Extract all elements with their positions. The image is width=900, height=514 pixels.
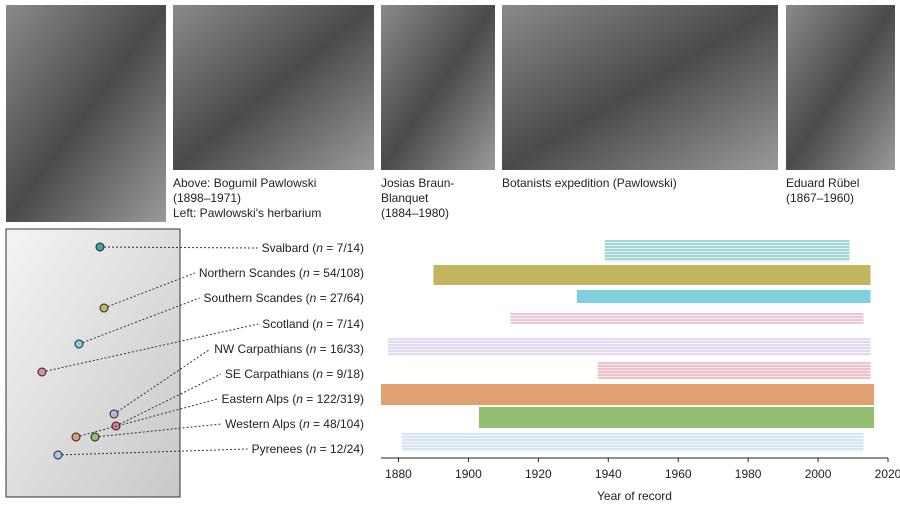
region-label: Southern Scandes (n = 27/64) [204, 291, 364, 305]
label-part: n [316, 241, 323, 255]
label-part: n [316, 317, 323, 331]
photo [786, 5, 895, 170]
region-label: Western Alps (n = 48/104) [225, 417, 364, 431]
label-part: NW Carpathians ( [214, 342, 309, 356]
label-part: n [316, 367, 323, 381]
photo-caption: (1867–1960) [786, 191, 854, 205]
map-marker [99, 303, 109, 313]
label-part: Pyrenees ( [252, 442, 310, 456]
photo-caption: Left: Pawlowski's herbarium [173, 206, 321, 220]
photo-caption: Above: Bogumil Pawlowski [173, 176, 316, 190]
photo-caption: (1884–1980) [381, 206, 449, 220]
leader-line [78, 297, 200, 345]
band [576, 290, 871, 303]
region-label: Eastern Alps (n = 122/319) [222, 392, 364, 406]
photo [381, 5, 495, 170]
region-label: Pyrenees (n = 12/24) [252, 442, 364, 456]
map-marker [109, 409, 119, 419]
leader-line [75, 398, 218, 438]
leader-line [115, 373, 222, 427]
label-part: SE Carpathians ( [225, 367, 316, 381]
label-part: Scotland ( [262, 317, 316, 331]
map-marker [95, 242, 105, 252]
photo-caption: Eduard Rübel [786, 176, 859, 190]
label-part: n [310, 442, 317, 456]
label-part: = 16/33) [316, 342, 364, 356]
map-marker [90, 432, 100, 442]
leader-line [113, 348, 211, 415]
x-tick-label: 1900 [455, 467, 482, 481]
photo [6, 5, 166, 222]
label-part: n [296, 392, 303, 406]
x-tick-label: 1960 [665, 467, 692, 481]
chart: 1880 1900 1920 1940 1960 1980 2000 2020 Year of … [381, 240, 900, 503]
band [433, 265, 871, 285]
label-part: = 48/104) [310, 417, 364, 431]
label-part: = 54/108) [310, 266, 364, 280]
label-part: = 7/14) [323, 241, 364, 255]
x-tick-label: 1920 [525, 467, 552, 481]
x-tick-label: 1880 [385, 467, 412, 481]
x-tick-label: 2000 [805, 467, 832, 481]
map [5, 228, 181, 498]
label-part: Svalbard ( [262, 241, 317, 255]
label-part: n [303, 417, 310, 431]
label-part: Northern Scandes ( [199, 266, 303, 280]
photo [173, 5, 374, 170]
label-part: = 12/24) [316, 442, 364, 456]
region-label: NW Carpathians (n = 16/33) [214, 342, 364, 356]
photo-caption: (1898–1971) [173, 191, 241, 205]
region-label: Northern Scandes (n = 54/108) [199, 266, 364, 280]
x-axis-label: Year of record [597, 489, 672, 503]
leader-line [94, 423, 222, 438]
label-part: = 9/18) [323, 367, 364, 381]
band [478, 407, 875, 428]
band [381, 384, 875, 405]
photo-caption: Josias Braun- [381, 176, 454, 190]
band [604, 240, 850, 262]
map-marker [74, 339, 84, 349]
region-label: Scotland (n = 7/14) [262, 317, 364, 331]
region-label: Svalbard (n = 7/14) [262, 241, 364, 255]
map-marker [71, 432, 81, 442]
label-part: Eastern Alps ( [222, 392, 297, 406]
x-tick-label: 2020 [875, 467, 900, 481]
label-part: n [303, 266, 310, 280]
label-part: = 122/319) [303, 392, 364, 406]
map-marker [37, 367, 47, 377]
band [401, 433, 864, 452]
label-part: Western Alps ( [225, 417, 303, 431]
label-part: n [310, 291, 317, 305]
label-part: Southern Scandes ( [204, 291, 310, 305]
band [597, 362, 871, 379]
label-part: = 27/64) [316, 291, 364, 305]
photo [502, 5, 778, 170]
x-tick-label: 1980 [735, 467, 762, 481]
label-part: n [310, 342, 317, 356]
band [387, 338, 871, 356]
photo-caption: Blanquet [381, 191, 429, 205]
label-part: = 7/14) [323, 317, 364, 331]
band [510, 313, 864, 324]
region-label: SE Carpathians (n = 9/18) [225, 367, 364, 381]
x-tick-label: 1940 [595, 467, 622, 481]
leader-line [103, 272, 196, 309]
photo-caption: Botanists expedition (Pawlowski) [502, 176, 677, 190]
leader-line [41, 323, 259, 373]
map-marker [53, 450, 63, 460]
